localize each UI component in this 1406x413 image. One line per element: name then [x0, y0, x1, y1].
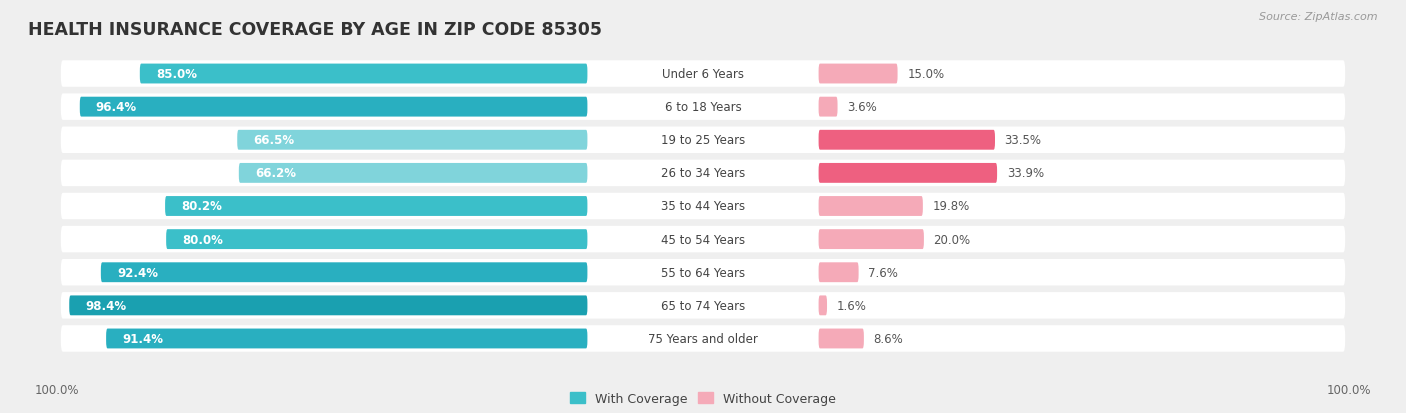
Text: 100.0%: 100.0%	[35, 384, 80, 396]
Text: 100.0%: 100.0%	[1326, 384, 1371, 396]
FancyBboxPatch shape	[818, 131, 995, 150]
FancyBboxPatch shape	[60, 61, 1346, 88]
Text: 80.0%: 80.0%	[183, 233, 224, 246]
Text: 85.0%: 85.0%	[156, 68, 197, 81]
Text: 96.4%: 96.4%	[96, 101, 136, 114]
FancyBboxPatch shape	[239, 164, 588, 183]
FancyBboxPatch shape	[60, 325, 1346, 352]
FancyBboxPatch shape	[818, 97, 838, 117]
Text: Source: ZipAtlas.com: Source: ZipAtlas.com	[1260, 12, 1378, 22]
FancyBboxPatch shape	[60, 160, 1346, 187]
FancyBboxPatch shape	[69, 296, 588, 316]
Text: 55 to 64 Years: 55 to 64 Years	[661, 266, 745, 279]
FancyBboxPatch shape	[818, 263, 859, 282]
Text: 15.0%: 15.0%	[907, 68, 945, 81]
Text: 3.6%: 3.6%	[848, 101, 877, 114]
Text: 66.2%: 66.2%	[254, 167, 295, 180]
Text: 26 to 34 Years: 26 to 34 Years	[661, 167, 745, 180]
FancyBboxPatch shape	[818, 64, 897, 84]
Text: 20.0%: 20.0%	[934, 233, 970, 246]
Text: 65 to 74 Years: 65 to 74 Years	[661, 299, 745, 312]
Text: 1.6%: 1.6%	[837, 299, 866, 312]
FancyBboxPatch shape	[80, 97, 588, 117]
FancyBboxPatch shape	[165, 197, 588, 216]
Text: 8.6%: 8.6%	[873, 332, 903, 345]
Text: 80.2%: 80.2%	[181, 200, 222, 213]
Text: 98.4%: 98.4%	[86, 299, 127, 312]
Text: 92.4%: 92.4%	[117, 266, 157, 279]
FancyBboxPatch shape	[818, 164, 997, 183]
FancyBboxPatch shape	[60, 292, 1346, 319]
FancyBboxPatch shape	[818, 329, 863, 349]
Text: 7.6%: 7.6%	[869, 266, 898, 279]
FancyBboxPatch shape	[166, 230, 588, 249]
Text: 6 to 18 Years: 6 to 18 Years	[665, 101, 741, 114]
FancyBboxPatch shape	[60, 226, 1346, 253]
Text: Under 6 Years: Under 6 Years	[662, 68, 744, 81]
Text: 75 Years and older: 75 Years and older	[648, 332, 758, 345]
FancyBboxPatch shape	[60, 94, 1346, 121]
FancyBboxPatch shape	[238, 131, 588, 150]
Text: 33.9%: 33.9%	[1007, 167, 1043, 180]
Text: 35 to 44 Years: 35 to 44 Years	[661, 200, 745, 213]
Text: 66.5%: 66.5%	[253, 134, 294, 147]
FancyBboxPatch shape	[60, 127, 1346, 154]
Text: HEALTH INSURANCE COVERAGE BY AGE IN ZIP CODE 85305: HEALTH INSURANCE COVERAGE BY AGE IN ZIP …	[28, 21, 602, 38]
FancyBboxPatch shape	[60, 193, 1346, 220]
Text: 45 to 54 Years: 45 to 54 Years	[661, 233, 745, 246]
Text: 33.5%: 33.5%	[1005, 134, 1042, 147]
FancyBboxPatch shape	[139, 64, 588, 84]
FancyBboxPatch shape	[60, 259, 1346, 286]
FancyBboxPatch shape	[818, 230, 924, 249]
Text: 19.8%: 19.8%	[932, 200, 970, 213]
Legend: With Coverage, Without Coverage: With Coverage, Without Coverage	[568, 389, 838, 408]
FancyBboxPatch shape	[818, 296, 827, 316]
Text: 19 to 25 Years: 19 to 25 Years	[661, 134, 745, 147]
FancyBboxPatch shape	[818, 197, 922, 216]
FancyBboxPatch shape	[101, 263, 588, 282]
FancyBboxPatch shape	[105, 329, 588, 349]
Text: 91.4%: 91.4%	[122, 332, 163, 345]
